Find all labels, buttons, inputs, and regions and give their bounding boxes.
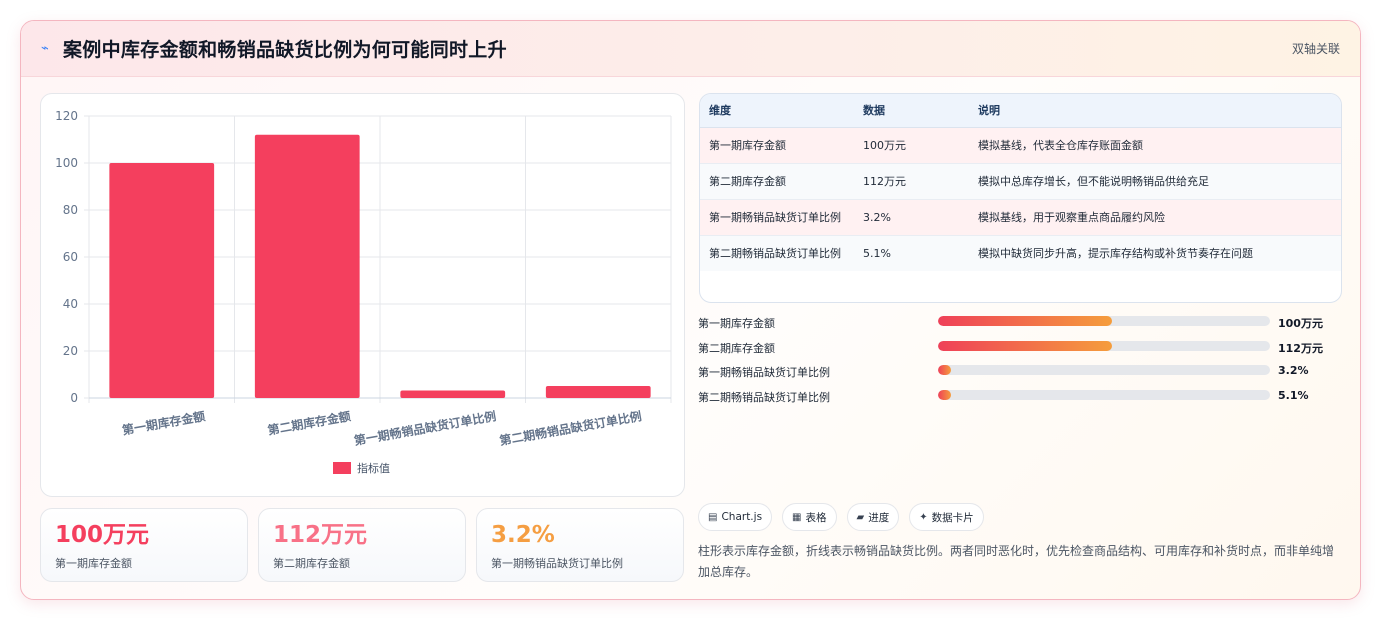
y-tick-label: 60 (63, 250, 78, 264)
x-tick-label: 第一期畅销品缺货订单比例 (353, 408, 497, 448)
progress-label: 第一期畅销品缺货订单比例 (698, 366, 830, 380)
x-tick-label: 第二期库存金额 (266, 408, 351, 437)
table-cell: 112万元 (854, 163, 969, 200)
progress-row: 第一期畅销品缺货订单比例 3.2% (698, 362, 1342, 387)
table-cell: 第二期库存金额 (700, 163, 854, 200)
stat-value: 3.2% (491, 522, 555, 548)
x-tick-label: 第一期库存金额 (121, 408, 206, 437)
stat-label: 第一期库存金额 (55, 557, 132, 570)
stat-value: 112万元 (273, 522, 368, 548)
bar-chart: 0 20 40 60 80 100 120 第一期库存金额 第二期库存金额 第一期畅销品缺货订单比… (40, 93, 685, 497)
description-text: 柱形表示库存金额，折线表示畅销品缺货比例。两者同时恶化时，优先检查商品结构、可用… (698, 544, 1335, 579)
progress-label: 第一期库存金额 (698, 317, 775, 330)
feature-chips: ▤ Chart.js ▦ 表格 ▰ 进度 ✦ 数据卡片 (698, 503, 984, 531)
table-row: 第一期库存金额 100万元 模拟基线，代表全仓库存账面金额 (700, 127, 1341, 164)
chip-label: 数据卡片 (931, 511, 974, 524)
table-row: 第一期畅销品缺货订单比例 3.2% 模拟基线，用于观察重点商品履约风险 (700, 199, 1341, 236)
progress-fill (938, 340, 1112, 351)
stat-label: 第一期畅销品缺货订单比例 (491, 557, 623, 570)
chip-label: Chart.js (721, 511, 763, 523)
table-row: 第二期库存金额 112万元 模拟中总库存增长，但不能说明畅销品供给充足 (700, 163, 1341, 200)
progress-row: 第二期库存金额 112万元 (698, 338, 1342, 363)
progress-label: 第二期畅销品缺货订单比例 (698, 390, 830, 404)
chart-icon: ▤ (708, 511, 718, 523)
table-cell: 第二期畅销品缺货订单比例 (700, 235, 854, 271)
chip-data-card[interactable]: ✦ 数据卡片 (909, 503, 984, 531)
column-header: 说明 (969, 94, 1341, 128)
dashboard-card: ⌁ 案例中库存金额和畅销品缺货比例为何可能同时上升 双轴关联 0 20 40 60 80… (20, 20, 1361, 600)
progress-row: 第二期畅销品缺货订单比例 5.1% (698, 387, 1342, 412)
stat-card-period2-inventory: 112万元 第二期库存金额 (258, 508, 466, 582)
page-title: 案例中库存金额和畅销品缺货比例为何可能同时上升 (63, 39, 507, 61)
stat-card-period1-stockout: 3.2% 第一期畅销品缺货订单比例 (476, 508, 684, 582)
table-cell: 模拟中缺货同步升高，提示库存结构或补货节奏存在问题 (969, 235, 1341, 271)
progress-track (938, 365, 1270, 376)
bar (545, 386, 651, 398)
stat-card-period1-inventory: 100万元 第一期库存金额 (40, 508, 248, 582)
progress-list: 第一期库存金额 100万元 第二期库存金额 112万元 第一期畅销品缺货订单比例… (698, 313, 1342, 411)
progress-icon: ▰ (856, 511, 865, 523)
table-cell: 模拟基线，用于观察重点商品履约风险 (969, 199, 1341, 236)
progress-track (938, 316, 1270, 326)
stat-label: 第二期库存金额 (273, 557, 350, 570)
dual-axis-tag: 双轴关联 (1291, 42, 1340, 56)
progress-fill (938, 365, 952, 376)
chip-table[interactable]: ▦ 表格 (782, 503, 837, 531)
y-tick-label: 40 (63, 297, 78, 311)
table-cell: 100万元 (854, 127, 969, 164)
table-cell: 第一期库存金额 (700, 127, 854, 164)
bar-chart-svg: 0 20 40 60 80 100 120 第一期库存金额 第二期库存金额 第一期畅销品缺货订单比… (55, 109, 672, 475)
bar (400, 390, 506, 398)
y-tick-label: 120 (55, 109, 78, 123)
legend-swatch (333, 462, 351, 474)
table-row: 第二期畅销品缺货订单比例 5.1% 模拟中缺货同步升高，提示库存结构或补货节奏存… (700, 235, 1341, 271)
y-tick-label: 20 (63, 344, 78, 358)
chip-label: 进度 (868, 511, 890, 524)
table-cell: 5.1% (854, 235, 969, 271)
progress-track (938, 389, 1270, 400)
progress-track (938, 340, 1270, 351)
progress-value: 100万元 (1278, 317, 1323, 330)
chip-progress[interactable]: ▰ 进度 (846, 503, 900, 531)
progress-value: 3.2% (1278, 364, 1309, 378)
column-header: 数据 (854, 94, 969, 128)
lightning-icon: ⌁ (41, 41, 49, 56)
progress-fill (938, 316, 1112, 326)
legend-label: 指标值 (357, 461, 390, 475)
progress-row: 第一期库存金额 100万元 (698, 313, 1342, 338)
y-tick-label: 80 (63, 203, 78, 217)
card-header: ⌁ 案例中库存金额和畅销品缺货比例为何可能同时上升 双轴关联 (21, 21, 1360, 77)
progress-label: 第二期库存金额 (698, 341, 775, 355)
bar (109, 163, 215, 398)
sparkle-icon: ✦ (919, 511, 928, 523)
table-cell: 模拟中总库存增长，但不能说明畅销品供给充足 (969, 163, 1341, 200)
chip-label: 表格 (805, 511, 827, 524)
chip-chartjs[interactable]: ▤ Chart.js (698, 503, 773, 531)
table-cell: 第一期畅销品缺货订单比例 (700, 199, 854, 236)
x-tick-label: 第二期畅销品缺货订单比例 (498, 408, 642, 448)
table-header-row: 维度 数据 说明 (700, 94, 1341, 128)
y-tick-label: 0 (70, 391, 78, 405)
stat-value: 100万元 (55, 522, 150, 548)
table-cell: 3.2% (854, 199, 969, 236)
table-cell: 模拟基线，代表全仓库存账面金额 (969, 127, 1341, 164)
progress-value: 5.1% (1278, 388, 1309, 402)
y-tick-label: 100 (55, 156, 78, 170)
table-icon: ▦ (792, 511, 802, 523)
bar (254, 134, 360, 399)
progress-value: 112万元 (1278, 341, 1323, 355)
progress-fill (938, 389, 952, 400)
data-table: 维度 数据 说明 第一期库存金额 100万元 模拟基线，代表全仓库存账面金额 第… (699, 93, 1342, 303)
column-header: 维度 (700, 94, 854, 128)
